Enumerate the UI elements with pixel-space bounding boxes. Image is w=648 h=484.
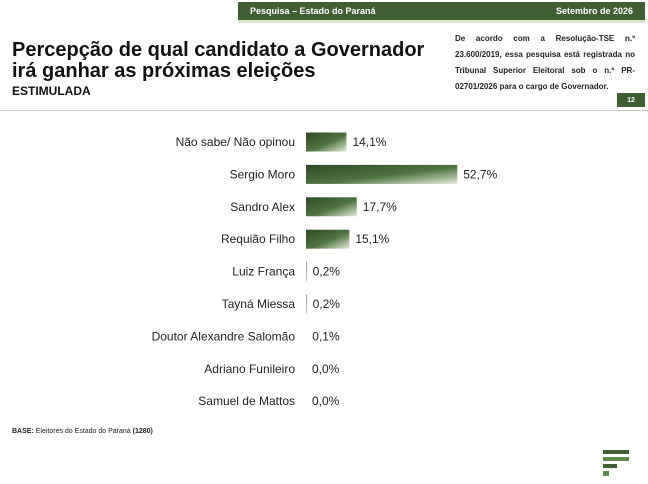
- value-label: 17,7%: [363, 200, 397, 214]
- header-stripe: [238, 20, 645, 23]
- value-label: 0,1%: [312, 329, 340, 343]
- header-bar: Pesquisa – Estado do Paraná Setembro de …: [238, 2, 645, 20]
- value-label: 14,1%: [352, 135, 386, 149]
- chart-rows: Não sabe/ Não opinou 14,1% Sergio Moro 52,7…: [152, 132, 498, 408]
- survey-label: Pesquisa – Estado do Paraná: [250, 6, 376, 16]
- survey-date: Setembro de 2026: [555, 6, 633, 16]
- category-label: Requião Filho: [221, 232, 295, 246]
- value-label: 0,2%: [313, 297, 341, 311]
- base-label: BASE:: [12, 428, 34, 435]
- brand-logo-icon: [603, 450, 629, 476]
- value-label: 0,2%: [313, 265, 341, 279]
- bar: [306, 262, 307, 282]
- value-label: 52,7%: [463, 167, 497, 181]
- base-count: (1280): [132, 428, 153, 435]
- value-label: 0,0%: [312, 394, 340, 408]
- category-label: Luiz França: [232, 265, 295, 279]
- bar: [306, 229, 350, 249]
- bar: [306, 294, 307, 314]
- bar: [306, 132, 347, 152]
- page-number-badge: 12: [617, 93, 645, 107]
- divider: [0, 110, 648, 111]
- category-label: Doutor Alexandre Salomão: [152, 329, 296, 343]
- page-subtitle: ESTIMULADA: [12, 84, 91, 98]
- category-label: Sandro Alex: [230, 200, 295, 214]
- category-label: Tayná Miessa: [222, 297, 296, 311]
- bar: [306, 164, 458, 184]
- category-label: Não sabe/ Não opinou: [176, 135, 295, 149]
- page-title: Percepção de qual candidato a Governador…: [12, 40, 432, 82]
- category-label: Adriano Funileiro: [204, 362, 295, 376]
- title-line-1: Percepção de qual candidato a Governador: [12, 39, 425, 61]
- base-text: Eleitores do Estado do Paraná: [35, 428, 131, 435]
- registration-note: De acordo com a Resolução-TSE n.º 23.600…: [455, 34, 635, 91]
- category-label: Samuel de Mattos: [198, 394, 295, 408]
- value-label: 0,0%: [312, 362, 340, 376]
- category-label: Sergio Moro: [230, 167, 296, 181]
- value-label: 15,1%: [355, 232, 389, 246]
- base-note: BASE: Eleitores do Estado do Paraná (128…: [12, 428, 153, 435]
- title-line-2: irá ganhar as próximas eleições: [12, 60, 316, 82]
- bar: [306, 197, 357, 217]
- bar-chart: Não sabe/ Não opinou 14,1% Sergio Moro 52,7…: [152, 132, 498, 408]
